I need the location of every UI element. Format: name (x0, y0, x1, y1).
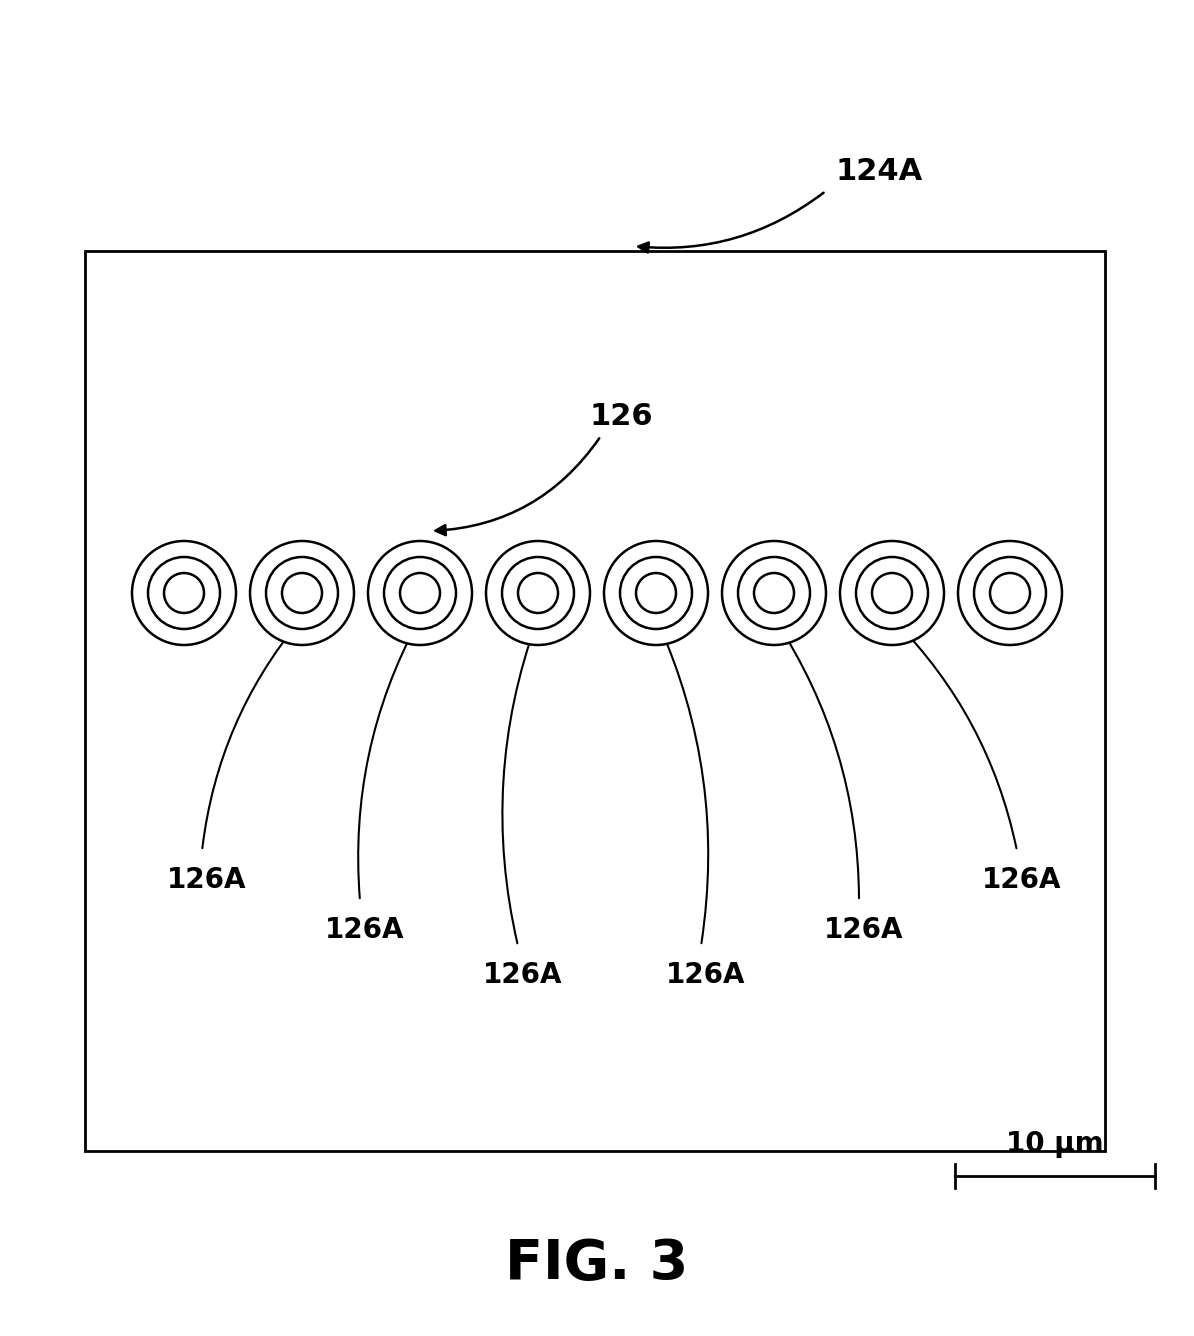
Circle shape (486, 541, 590, 645)
Circle shape (974, 557, 1046, 629)
Circle shape (738, 557, 810, 629)
Circle shape (958, 541, 1061, 645)
Text: 126A: 126A (484, 961, 562, 989)
Bar (85, 251, 1104, 1152)
Circle shape (164, 573, 204, 613)
Circle shape (250, 541, 353, 645)
Text: 126A: 126A (981, 866, 1061, 894)
Circle shape (604, 541, 708, 645)
Circle shape (501, 557, 574, 629)
Text: 126A: 126A (666, 961, 745, 989)
Circle shape (368, 541, 472, 645)
Text: 126A: 126A (824, 916, 904, 945)
Circle shape (133, 541, 236, 645)
Circle shape (400, 573, 441, 613)
Circle shape (384, 557, 456, 629)
Text: 126A: 126A (325, 916, 405, 945)
Circle shape (266, 557, 338, 629)
Text: 10 μm: 10 μm (1007, 1130, 1103, 1158)
Text: 126: 126 (589, 402, 653, 432)
Circle shape (636, 573, 676, 613)
Circle shape (620, 557, 693, 629)
Circle shape (872, 573, 912, 613)
Circle shape (753, 573, 794, 613)
Circle shape (722, 541, 826, 645)
Text: 126A: 126A (167, 866, 246, 894)
Circle shape (282, 573, 322, 613)
Circle shape (518, 573, 558, 613)
Circle shape (990, 573, 1030, 613)
Text: 124A: 124A (836, 158, 923, 186)
Circle shape (148, 557, 220, 629)
Circle shape (856, 557, 928, 629)
Text: FIG. 3: FIG. 3 (505, 1237, 689, 1291)
Circle shape (841, 541, 944, 645)
